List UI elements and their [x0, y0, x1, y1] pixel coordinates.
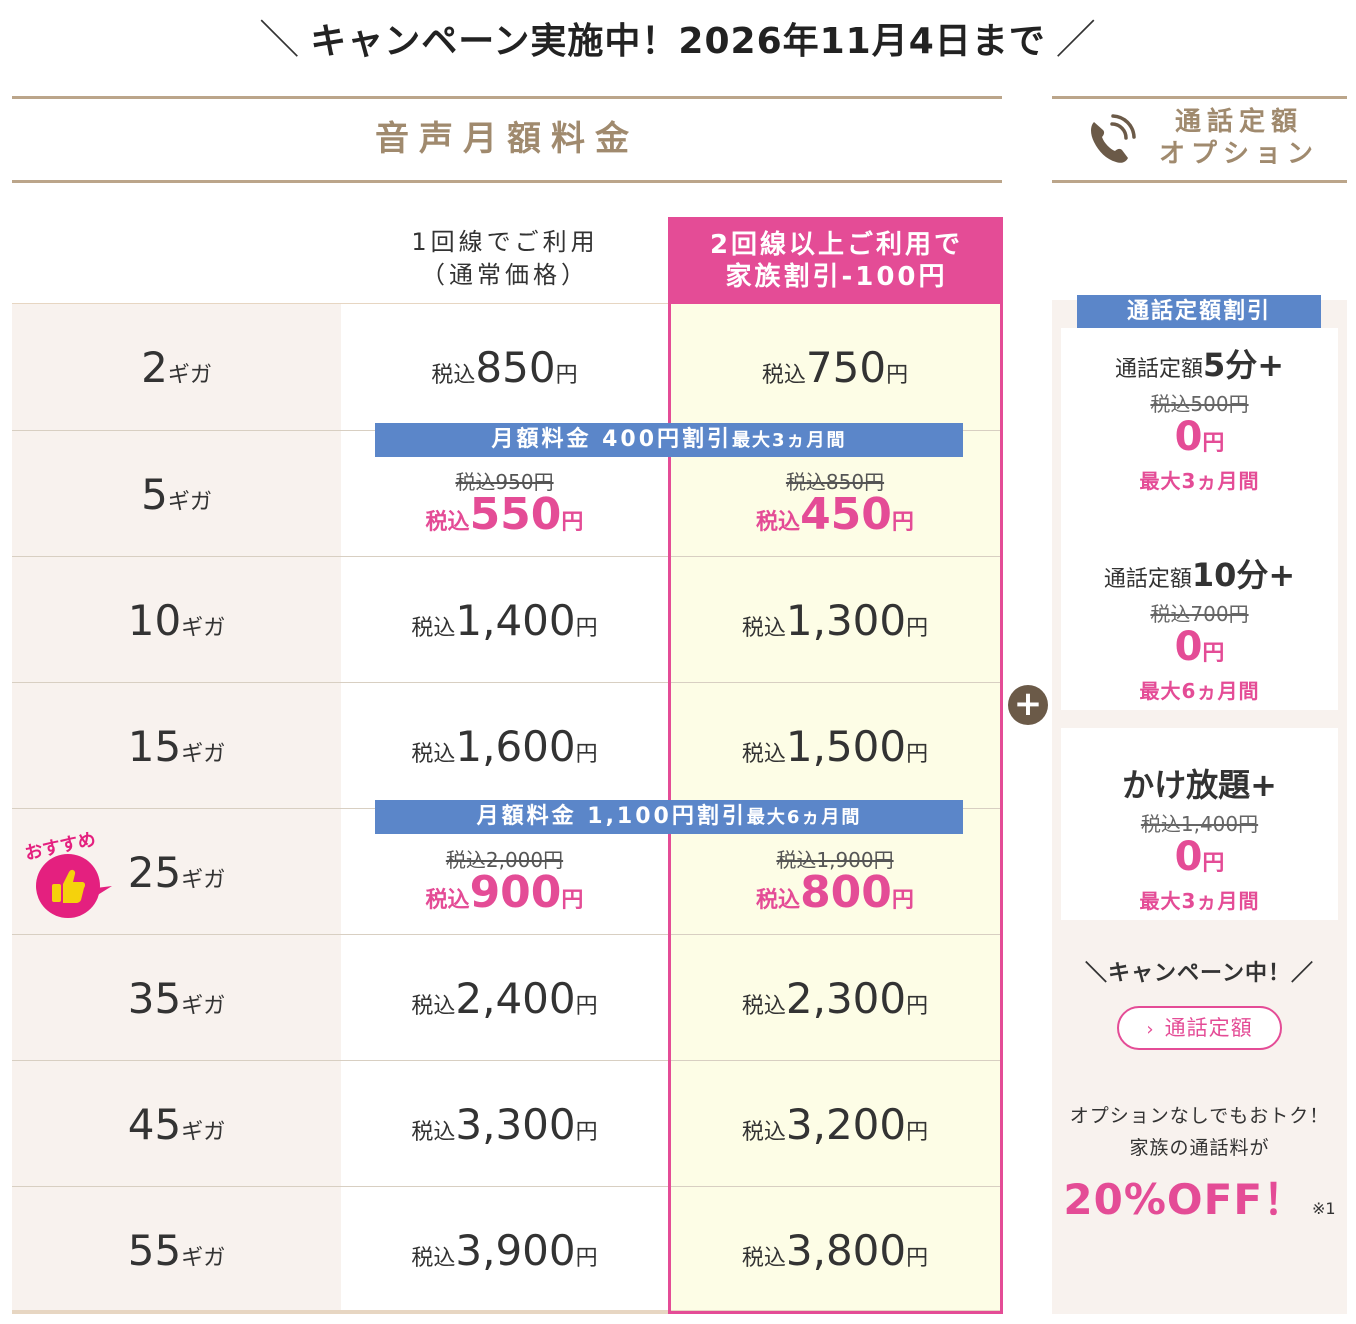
discount-banner: 月額料金 400円割引最大3ヵ月間 — [375, 423, 963, 457]
option-card: 通話定額10分+ 税込700円 0円 最大6ヵ月間 — [1061, 518, 1338, 710]
plan-size: 15ギガ — [12, 683, 341, 809]
table-row: 2ギガ 税込850円 税込750円 — [12, 304, 1002, 430]
family-price: 税込3,200円 — [670, 1061, 1000, 1187]
headline-text: キャンペーン実施中！2026年11月4日まで — [310, 21, 1046, 62]
thumbs-up-icon — [52, 869, 86, 903]
plan-size: 5ギガ — [12, 431, 341, 557]
table-row: 55ギガ 税込3,900円 税込3,800円 — [12, 1186, 1002, 1313]
normal-price: 税込3,900円 — [341, 1187, 668, 1313]
family-call-note: オプションなしでもおトク！ 家族の通話料が — [1069, 1105, 1330, 1159]
plan-size: 2ギガ — [12, 304, 341, 430]
old-price: 税込500円 — [1150, 392, 1249, 416]
option-header-line1: 通話定額 — [1174, 107, 1303, 137]
discount-price: 税込450円 — [756, 488, 914, 540]
price-table: 2ギガ 税込850円 税込750円 5ギガ 税込950円 税込550円 税込85… — [12, 304, 1002, 1314]
table-row: 45ギガ 税込3,300円 税込3,200円 — [12, 1060, 1002, 1187]
campaign-headline: ＼ キャンペーン実施中！2026年11月4日まで／ — [0, 10, 1356, 70]
column-header-family: 2回線以上ご利用で 家族割引-100円 — [670, 217, 1003, 319]
option-card: かけ放題+ 税込1,400円 0円 最大3ヵ月間 — [1061, 728, 1338, 920]
off-callout: 20%OFF！ ※1 — [1063, 1175, 1336, 1224]
chevron-right-icon: › — [1146, 1019, 1155, 1040]
plan-size: 45ギガ — [12, 1061, 341, 1187]
table-row: 15ギガ 税込1,600円 税込1,500円 — [12, 682, 1002, 809]
old-price: 税込2,000円 — [445, 847, 564, 872]
family-price: 税込3,800円 — [670, 1187, 1000, 1313]
normal-price: 税込850円 — [341, 304, 668, 430]
headline-slash-right: ／ — [1055, 17, 1097, 63]
column-header-normal: 1回線でご利用 （通常価格） — [411, 228, 599, 289]
old-price: 税込700円 — [1150, 602, 1249, 626]
discount-price: 税込900円 — [425, 866, 584, 918]
family-price: 税込1,300円 — [670, 557, 1000, 683]
section-top-rule — [12, 96, 1002, 99]
option-discount-title: 通話定額割引 — [1077, 295, 1321, 328]
table-row: 10ギガ 税込1,400円 税込1,300円 — [12, 556, 1002, 683]
family-price: 税込2,300円 — [670, 935, 1000, 1061]
campaign-now-label: ＼キャンペーン中！／ — [1085, 961, 1314, 986]
option-card: 通話定額5分+ 税込500円 0円 最大3ヵ月間 — [1061, 328, 1338, 520]
option-bottom-rule — [1052, 180, 1347, 183]
recommended-badge: おすすめ — [23, 830, 112, 918]
normal-price: 税込3,300円 — [341, 1061, 668, 1187]
call-option-button[interactable]: › 通話定額 — [1117, 1006, 1282, 1050]
family-price: 税込1,500円 — [670, 683, 1000, 809]
phone-icon — [1091, 114, 1136, 163]
plus-circle-icon: + — [1008, 685, 1048, 725]
option-header: 通話定額 オプション — [1052, 98, 1347, 180]
family-price: 税込750円 — [670, 304, 1000, 430]
option-header-line2: オプション — [1158, 139, 1319, 169]
plan-size: 55ギガ — [12, 1187, 341, 1313]
table-row: 35ギガ 税込2,400円 税込2,300円 — [12, 934, 1002, 1061]
normal-price: 税込1,600円 — [341, 683, 668, 809]
normal-price: 税込1,400円 — [341, 557, 668, 683]
section-bottom-rule — [12, 180, 1002, 183]
old-price: 税込1,900円 — [776, 847, 894, 872]
old-price: 税込950円 — [455, 469, 554, 494]
option-top-rule — [1052, 96, 1347, 99]
headline-slash-left: ＼ — [259, 17, 301, 63]
normal-price: 税込2,400円 — [341, 935, 668, 1061]
discount-price: 税込550円 — [425, 488, 584, 540]
discount-banner: 月額料金 1,100円割引最大6ヵ月間 — [375, 800, 963, 834]
old-price: 税込1,400円 — [1140, 812, 1259, 836]
section-title: 音声月額料金 — [375, 119, 639, 159]
plan-size: 10ギガ — [12, 557, 341, 683]
discount-price: 税込800円 — [756, 866, 914, 918]
old-price: 税込850円 — [785, 469, 885, 494]
plan-size: 35ギガ — [12, 935, 341, 1061]
table-bottom-rule — [12, 1310, 1002, 1314]
